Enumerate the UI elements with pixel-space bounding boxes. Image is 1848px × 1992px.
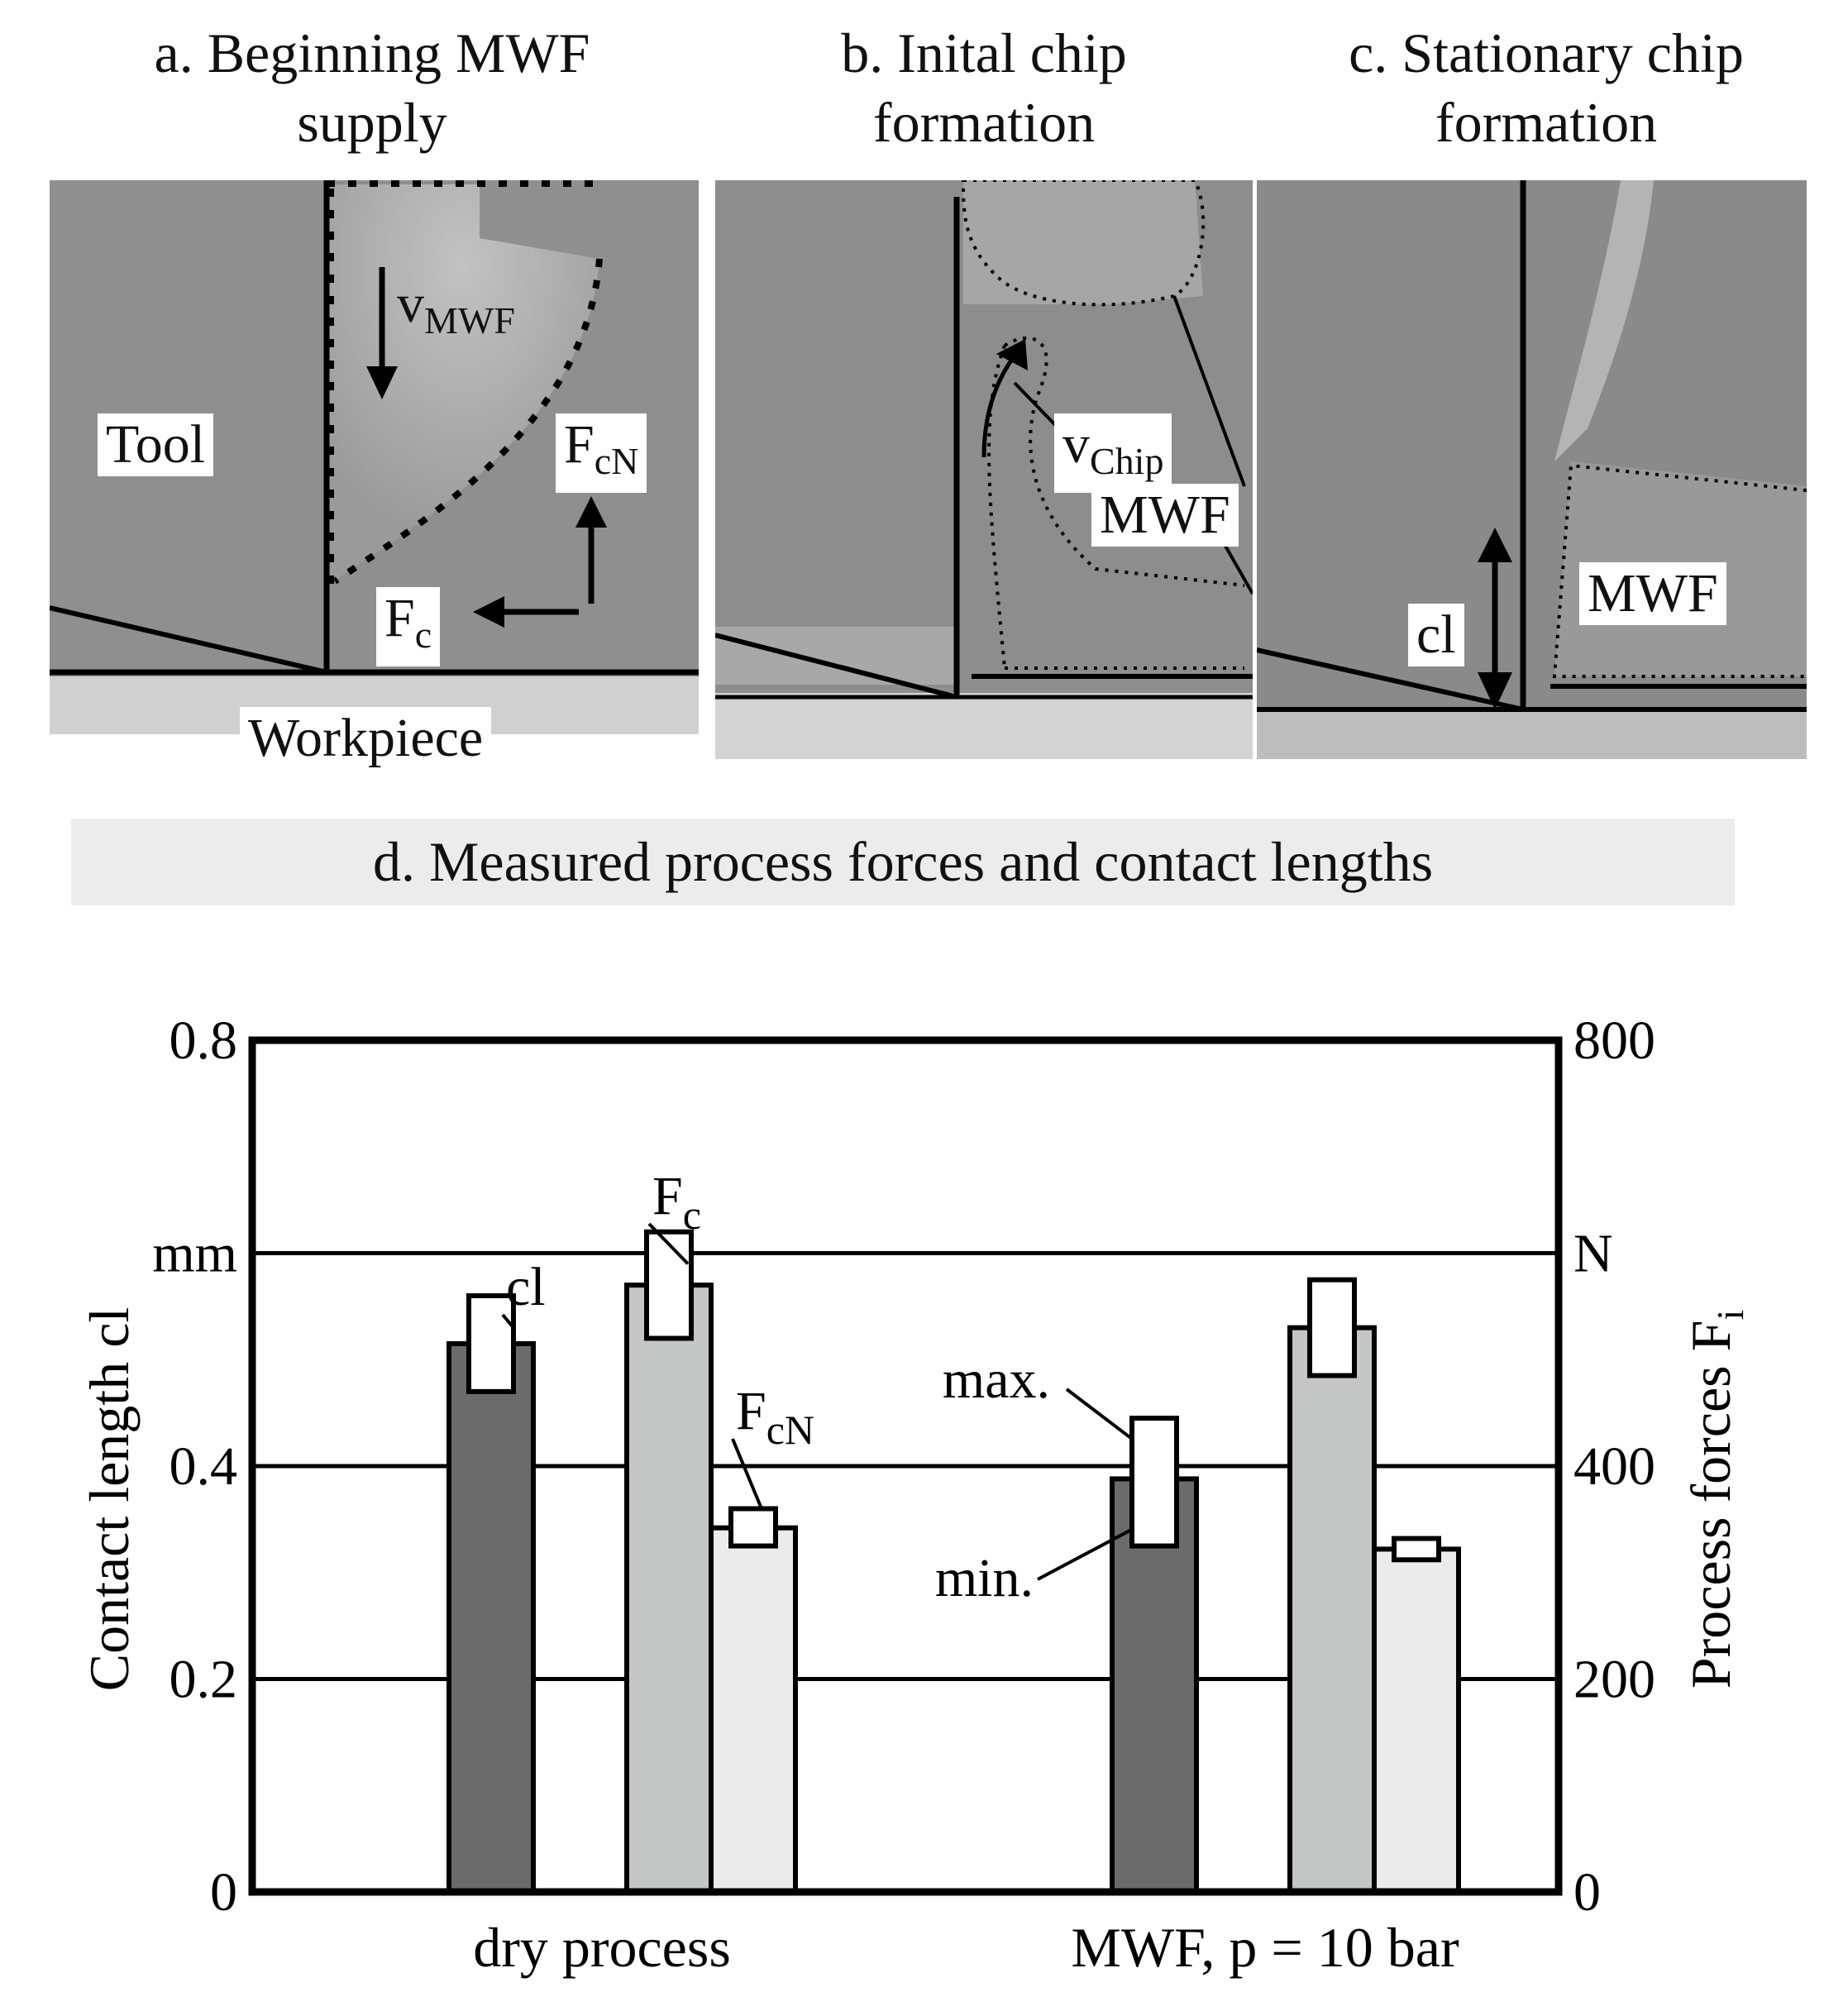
left-axis-unit: mm (152, 1224, 237, 1284)
normal-force-label: FcN (556, 413, 647, 493)
series-label-cl-leader (501, 1313, 515, 1329)
bar (624, 1283, 714, 1894)
max-annotation: max. (943, 1349, 1050, 1410)
range-box (644, 1229, 694, 1341)
range-box (1307, 1277, 1357, 1378)
bar (709, 1525, 798, 1894)
bar (1287, 1325, 1377, 1894)
range-box (1392, 1536, 1441, 1563)
bar (1372, 1546, 1461, 1894)
range-box (466, 1293, 516, 1394)
right-axis-label: Process forces Fi (1679, 1310, 1751, 1689)
panel-c-title: c. Stationary chip formation (1349, 21, 1744, 154)
right-axis-label-sub: i (1709, 1310, 1751, 1321)
series-label-fc-sub: c (683, 1192, 701, 1238)
category-label: MWF, p = 10 bar (1071, 1916, 1459, 1979)
photo-panel-c (1257, 180, 1807, 759)
bar (446, 1340, 536, 1894)
panel-c-mwf-label: MWF (1579, 562, 1726, 625)
series-label-fcn-leader (731, 1438, 763, 1510)
series-label-fc: Fc (652, 1166, 701, 1238)
mwf-velocity-label: vMWF (397, 274, 515, 342)
right-axis-unit: N (1573, 1224, 1613, 1284)
left-axis-label: Contact length cl (78, 1307, 141, 1692)
max-leader (1065, 1388, 1134, 1440)
series-label-fc-main: F (652, 1166, 683, 1226)
panel-b-mwf-label: MWF (1091, 484, 1239, 547)
workpiece-label: Workpiece (240, 707, 492, 770)
series-label-fcn: FcN (736, 1381, 814, 1453)
left-tick-label: 0.8 (170, 1010, 238, 1071)
contact-length-label: cl (1408, 604, 1464, 666)
panel-b-title: b. Inital chip formation (841, 21, 1127, 154)
right-tick-label: 0 (1573, 1862, 1601, 1923)
category-label: dry process (473, 1916, 731, 1979)
cutting-force-label: Fc (376, 587, 441, 666)
panel-a-title: a. Beginning MWF supply (154, 21, 590, 154)
plot-frame (248, 1036, 1563, 1896)
series-label-cl: cl (506, 1257, 546, 1317)
series-label-fcn-main: F (736, 1381, 766, 1441)
chip-velocity-label: vChip (1054, 413, 1172, 493)
tick-labels: 0 0.2 0.4 0.8 0 200 400 800 mm N Contact length cl… (78, 1010, 1751, 1979)
series-label-cl-main: cl (506, 1257, 546, 1317)
range-box (728, 1506, 778, 1549)
right-tick-label: 400 (1573, 1436, 1655, 1497)
right-tick-label: 800 (1573, 1010, 1655, 1071)
series-label-fcn-sub: cN (766, 1407, 814, 1453)
range-box (1129, 1416, 1179, 1549)
min-leader (1037, 1527, 1133, 1581)
right-axis-label-main: Process forces F (1679, 1321, 1742, 1689)
photo-panel-b (715, 180, 1253, 759)
left-tick-label: 0.4 (170, 1436, 238, 1497)
min-annotation: min. (935, 1548, 1034, 1608)
left-tick-label: 0.2 (170, 1650, 238, 1710)
section-title: d. Measured process forces and contact l… (71, 819, 1735, 905)
tool-label: Tool (98, 413, 214, 476)
series-label-fc-leader (647, 1222, 690, 1265)
right-tick-label: 200 (1573, 1650, 1655, 1710)
bar-chart: 0 0.2 0.4 0.8 0 200 400 800 mm N Contact length cl… (78, 1010, 1751, 1979)
bars (446, 1229, 1461, 1894)
left-tick-label: 0 (210, 1862, 237, 1923)
